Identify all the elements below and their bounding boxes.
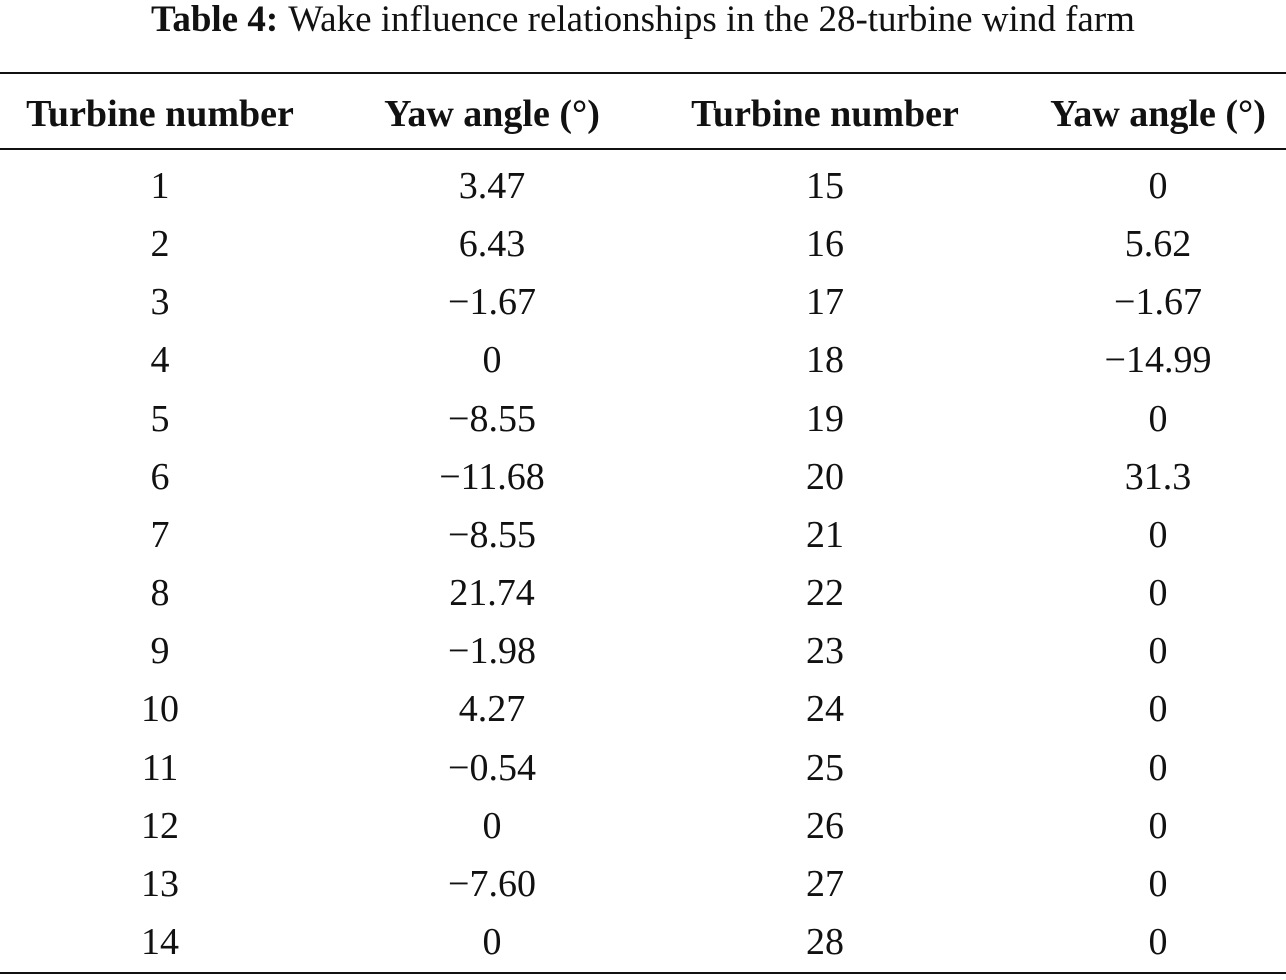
table-cell: 9 — [150, 630, 170, 673]
bottom-rule — [0, 972, 1286, 974]
table-cell: 26 — [806, 804, 844, 847]
table-caption: Table 4: Wake influence relationships in … — [0, 0, 1286, 40]
table-cell: 0 — [1148, 804, 1168, 847]
table-cell: 22 — [806, 572, 844, 615]
table-cell: 7 — [150, 513, 170, 556]
table-cell: 3.47 — [458, 165, 526, 207]
table-cell: −11.68 — [439, 455, 545, 498]
column-header: Turbine number — [26, 93, 294, 135]
table-cell: −7.60 — [448, 862, 536, 905]
table-cell: 18 — [806, 339, 844, 382]
table-cell: 23 — [806, 630, 844, 673]
table-cell: 15 — [806, 165, 844, 207]
table-cell: 0 — [1148, 572, 1168, 615]
table-cell: −1.67 — [1114, 281, 1202, 324]
table-cell: 0 — [1148, 397, 1168, 440]
table-cell: −1.98 — [448, 630, 536, 673]
table-cell: 5 — [150, 397, 170, 440]
table-cell: −1.67 — [448, 281, 536, 324]
table-cell: 13 — [141, 862, 179, 905]
table-cell: 24 — [806, 688, 844, 731]
table-cell: 27 — [806, 862, 844, 905]
table-cell: 17 — [806, 281, 844, 324]
column-header: Turbine number — [691, 93, 959, 135]
table-cell: 2 — [150, 223, 170, 266]
table-cell: 25 — [806, 746, 844, 789]
table-cell: 0 — [1148, 746, 1168, 789]
table-cell: 20 — [806, 455, 844, 498]
table-cell: 0 — [1148, 688, 1168, 731]
column-header: Yaw angle (°) — [384, 93, 600, 135]
column-header: Yaw angle (°) — [1050, 93, 1266, 135]
table-cell: 31.3 — [1124, 455, 1192, 498]
table-cell: 5.62 — [1124, 223, 1192, 266]
table-cell: 0 — [1148, 513, 1168, 556]
top-rule — [0, 72, 1286, 74]
table-cell: 16 — [806, 223, 844, 266]
table-cell: −14.99 — [1104, 339, 1212, 382]
table-cell: 14 — [141, 920, 179, 963]
table-cell: 0 — [482, 804, 502, 847]
table-cell: 19 — [806, 397, 844, 440]
table-cell: 12 — [141, 804, 179, 847]
table-cell: 10 — [141, 688, 179, 731]
table-cell: 8 — [150, 572, 170, 615]
table-cell: 0 — [1148, 630, 1168, 673]
table-cell: 6.43 — [458, 223, 526, 266]
header-rule — [0, 148, 1286, 150]
table-cell: −8.55 — [448, 397, 536, 440]
table-cell: 21.74 — [449, 572, 535, 615]
table-cell: 0 — [1148, 920, 1168, 963]
table-cell: 0 — [1148, 165, 1168, 207]
table-cell: 0 — [1148, 862, 1168, 905]
caption-text: Wake influence relationships in the 28-t… — [288, 0, 1135, 40]
table-cell: 6 — [150, 455, 170, 498]
table-cell: 11 — [141, 746, 179, 789]
table-cell: 3 — [150, 281, 170, 324]
caption-label: Table 4: — [151, 0, 279, 40]
table-cell: −0.54 — [448, 746, 536, 789]
table-cell: 0 — [482, 339, 502, 382]
table-cell: 1 — [150, 165, 170, 207]
table-cell: 21 — [806, 513, 844, 556]
table-cell: −8.55 — [448, 513, 536, 556]
table-cell: 4.27 — [458, 688, 526, 731]
table-cell: 28 — [806, 920, 844, 963]
table-cell: 0 — [482, 920, 502, 963]
table-cell: 4 — [150, 339, 170, 382]
